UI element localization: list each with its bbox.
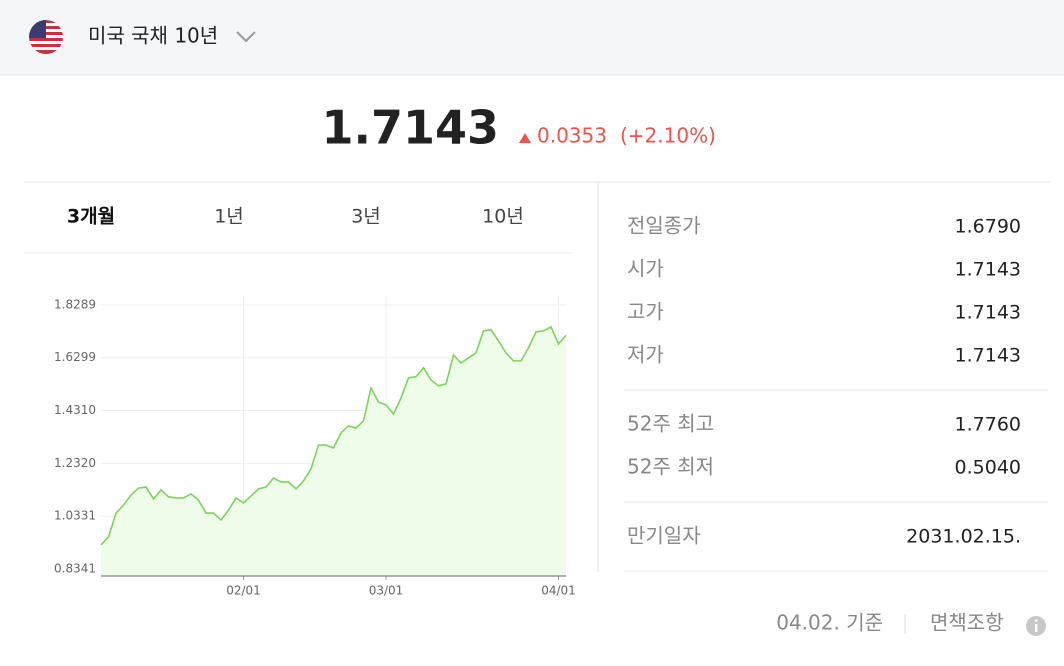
flag-icon [29,20,63,54]
period-tab[interactable]: 3개월 [67,206,115,228]
up-arrow [519,133,531,143]
stat-value: 1.6790 [955,216,1021,238]
x-tick-label: 02/01 [226,584,261,598]
y-tick-label: 1.0331 [54,509,96,523]
area [101,326,566,576]
y-tick-label: 1.8289 [54,297,96,311]
period-tab[interactable]: 10년 [482,206,524,228]
info-icon[interactable] [1026,616,1046,636]
base-date: 04.02. 기준 [776,611,883,635]
dropdown-chevron[interactable] [236,31,256,43]
stat-label: 시가 [627,257,664,281]
line [100,325,567,546]
header-bar [0,0,1064,75]
change-percent: (+2.10%) [620,124,716,148]
stat-value: 0.5040 [955,457,1021,479]
period-tab[interactable]: 3년 [351,206,381,228]
stat-label: 저가 [627,343,664,367]
disclaimer[interactable]: 면책조항 [930,611,1004,635]
stat-value: 2031.02.15. [906,526,1021,548]
y-tick-label: 0.8341 [54,562,96,576]
period-tab[interactable]: 1년 [214,206,244,228]
stat-label: 52주 최저 [627,455,714,479]
stat-label: 52주 최고 [627,412,714,436]
y-tick-label: 1.6299 [54,350,96,364]
stat-label: 고가 [627,300,664,324]
y-tick-label: 1.2320 [54,456,96,470]
stat-value: 1.7143 [955,302,1021,324]
title[interactable]: 미국 국채 10년 [88,24,218,48]
stat-label: 만기일자 [627,524,701,548]
y-tick-label: 1.4310 [54,403,96,417]
x-tick-label: 04/01 [541,584,576,598]
stat-value: 1.7143 [955,345,1021,367]
stat-label: 전일종가 [627,214,701,238]
stat-value: 1.7760 [955,414,1021,436]
x-tick-label: 03/01 [369,584,404,598]
stat-value: 1.7143 [955,259,1021,281]
change: 0.0353 [537,124,607,148]
price: 1.7143 [321,101,499,155]
